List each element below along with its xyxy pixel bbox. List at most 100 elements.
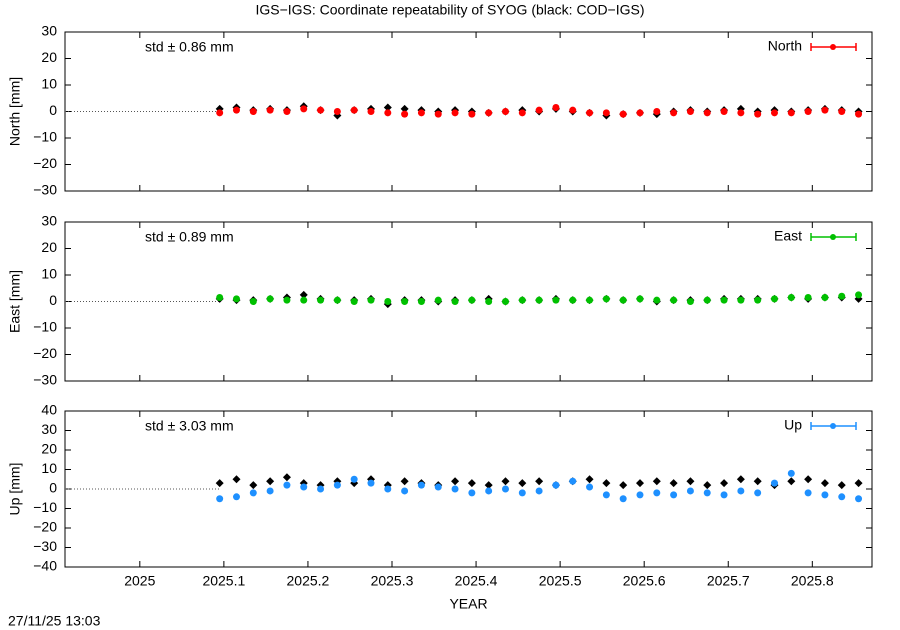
y-tick-label: −30 bbox=[33, 182, 57, 198]
y-tick-label: 40 bbox=[41, 402, 57, 418]
annotation: std ± 0.86 mm bbox=[145, 39, 234, 55]
data-point bbox=[670, 109, 678, 117]
y-axis-label: East [mm] bbox=[7, 270, 23, 333]
data-point bbox=[283, 296, 291, 304]
data-point bbox=[468, 110, 476, 118]
data-point bbox=[467, 479, 476, 488]
data-point bbox=[333, 481, 341, 489]
data-point bbox=[635, 479, 644, 488]
y-tick-label: 30 bbox=[41, 421, 57, 437]
data-point bbox=[249, 489, 257, 497]
data-point bbox=[552, 481, 560, 489]
data-point bbox=[821, 491, 829, 499]
legend-label: East bbox=[774, 228, 802, 244]
data-point bbox=[754, 110, 762, 118]
data-point bbox=[333, 108, 341, 115]
data-point bbox=[501, 485, 509, 493]
y-tick-label: −30 bbox=[33, 372, 57, 388]
data-point bbox=[602, 491, 610, 499]
data-point bbox=[232, 493, 240, 501]
data-point bbox=[451, 477, 460, 486]
data-point bbox=[283, 108, 291, 115]
data-point bbox=[485, 487, 493, 495]
data-point bbox=[350, 106, 358, 114]
data-point bbox=[837, 481, 846, 490]
y-tick-label: 0 bbox=[49, 292, 57, 308]
data-point bbox=[215, 479, 224, 488]
y-tick-label: −10 bbox=[33, 129, 57, 145]
legend-swatch bbox=[830, 234, 836, 240]
x-axis-label: YEAR bbox=[449, 596, 487, 612]
data-point bbox=[434, 483, 442, 491]
data-point bbox=[501, 108, 509, 115]
y-tick-label: 10 bbox=[41, 460, 57, 476]
data-point bbox=[653, 108, 661, 115]
data-point bbox=[686, 108, 694, 115]
y-axis-label: North [mm] bbox=[7, 77, 23, 146]
data-point bbox=[501, 298, 509, 305]
data-point bbox=[653, 489, 661, 497]
legend-label: North bbox=[768, 38, 802, 54]
data-point bbox=[299, 290, 308, 299]
data-point bbox=[367, 296, 375, 304]
data-point bbox=[736, 475, 745, 484]
x-tick-label: 2025 bbox=[124, 573, 155, 589]
data-point bbox=[216, 294, 224, 302]
data-point bbox=[602, 479, 611, 488]
data-point bbox=[703, 489, 711, 497]
data-point bbox=[249, 298, 257, 305]
data-point bbox=[451, 485, 459, 493]
data-point bbox=[518, 479, 527, 488]
data-point bbox=[787, 469, 795, 477]
data-point bbox=[737, 109, 745, 117]
data-point bbox=[535, 487, 543, 495]
data-point bbox=[753, 477, 762, 486]
data-point bbox=[720, 296, 728, 304]
data-point bbox=[569, 477, 577, 485]
data-point bbox=[266, 477, 275, 486]
x-tick-label: 2025.1 bbox=[202, 573, 245, 589]
data-point bbox=[602, 295, 610, 303]
data-point bbox=[300, 483, 308, 491]
data-point bbox=[838, 493, 846, 501]
data-point bbox=[518, 489, 526, 497]
data-point bbox=[451, 298, 459, 305]
data-point bbox=[401, 487, 409, 495]
annotation: std ± 0.89 mm bbox=[145, 229, 234, 245]
data-point bbox=[569, 296, 577, 304]
data-point bbox=[552, 296, 560, 304]
data-point bbox=[653, 296, 661, 304]
y-tick-label: 30 bbox=[41, 213, 57, 229]
data-point bbox=[636, 295, 644, 303]
data-point bbox=[619, 481, 628, 490]
data-point bbox=[720, 491, 728, 499]
data-point bbox=[468, 296, 476, 304]
data-point bbox=[535, 477, 544, 486]
data-point bbox=[586, 483, 594, 491]
y-tick-label: −10 bbox=[33, 319, 57, 335]
chart-title: IGS−IGS: Coordinate repeatability of SYO… bbox=[255, 2, 644, 18]
data-point bbox=[855, 495, 863, 503]
data-point bbox=[518, 109, 526, 117]
data-point bbox=[804, 475, 813, 484]
data-point bbox=[686, 298, 694, 305]
data-point bbox=[720, 479, 729, 488]
data-point bbox=[535, 296, 543, 304]
data-point bbox=[787, 109, 795, 117]
y-tick-label: 0 bbox=[49, 102, 57, 118]
data-point bbox=[820, 479, 829, 488]
x-tick-label: 2025.3 bbox=[371, 573, 414, 589]
data-point bbox=[855, 110, 863, 118]
data-point bbox=[585, 475, 594, 484]
data-point bbox=[703, 481, 712, 490]
data-point bbox=[821, 294, 829, 302]
data-point bbox=[552, 104, 560, 112]
data-point bbox=[484, 481, 493, 490]
data-point bbox=[787, 294, 795, 302]
data-point bbox=[350, 298, 358, 305]
data-point bbox=[619, 495, 627, 503]
data-point bbox=[401, 298, 409, 305]
data-point bbox=[417, 298, 425, 305]
data-point bbox=[485, 109, 493, 117]
